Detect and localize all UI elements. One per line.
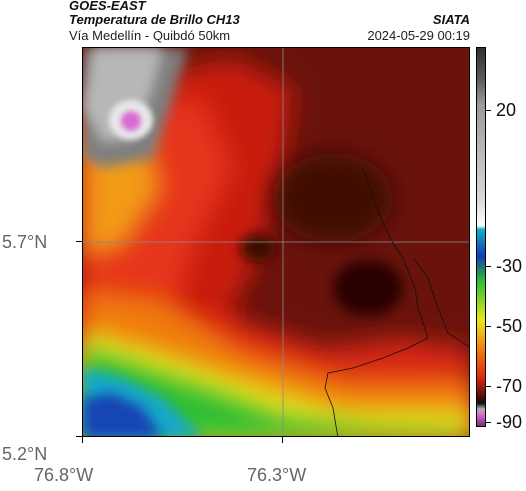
latitude-label: 5.7°N: [2, 232, 48, 252]
agency-label: SIATA: [432, 12, 470, 27]
longitude-label: 76.3°W: [247, 465, 307, 485]
longitude-tick: [82, 437, 83, 443]
map-subtitle: Vía Medellín - Quibdó 50km: [69, 28, 231, 43]
colorbar-tick: [486, 422, 491, 423]
timestamp-label: 2024-05-29 00:19: [367, 28, 470, 43]
colorbar-tick: [486, 326, 491, 327]
colorbar-tick-label: -30: [496, 256, 523, 276]
satellite-map: [82, 47, 470, 437]
colorbar-tick: [486, 110, 491, 111]
longitude-label: 76.8°W: [34, 465, 94, 485]
colorbar-tick-label: -50: [496, 316, 523, 336]
colorbar: [476, 47, 486, 427]
colorbar-tick: [486, 266, 491, 267]
latitude-label: 5.2°N: [2, 444, 48, 464]
longitude-tick: [282, 437, 283, 443]
colorbar-tick-label: 20: [496, 100, 517, 120]
latitude-tick: [76, 436, 82, 437]
map-title-line2: Temperatura de Brillo CH13: [69, 12, 240, 27]
colorbar-tick-label: -90: [496, 412, 523, 432]
brightness-temperature-field: [83, 48, 469, 436]
colorbar-tick: [486, 386, 491, 387]
map-title-line1: GOES-EAST: [69, 0, 146, 13]
colorbar-tick-label: -70: [496, 376, 523, 396]
latitude-tick: [76, 241, 82, 242]
